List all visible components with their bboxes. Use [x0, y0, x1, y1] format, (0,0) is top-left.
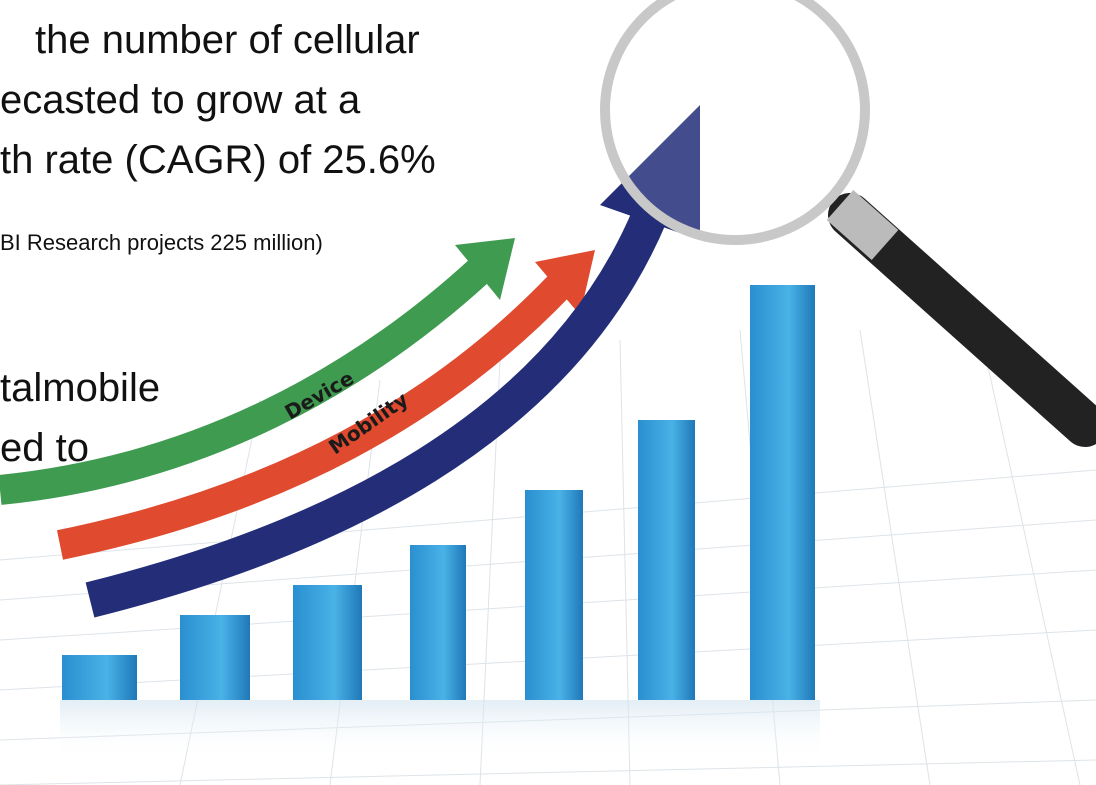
text-line: the number of cellular	[35, 20, 420, 60]
text-line: ecasted to grow at a	[0, 80, 360, 120]
magnifier	[605, 0, 1085, 425]
note: BI Research projects 225 million)	[0, 232, 323, 254]
text-line: ed to	[0, 428, 89, 468]
text-line: th rate (CAGR) of 25.6%	[0, 140, 436, 180]
slide: {"text": {"lines": ["the number of cellu…	[0, 0, 1096, 785]
text-line: talmobile	[0, 368, 160, 408]
